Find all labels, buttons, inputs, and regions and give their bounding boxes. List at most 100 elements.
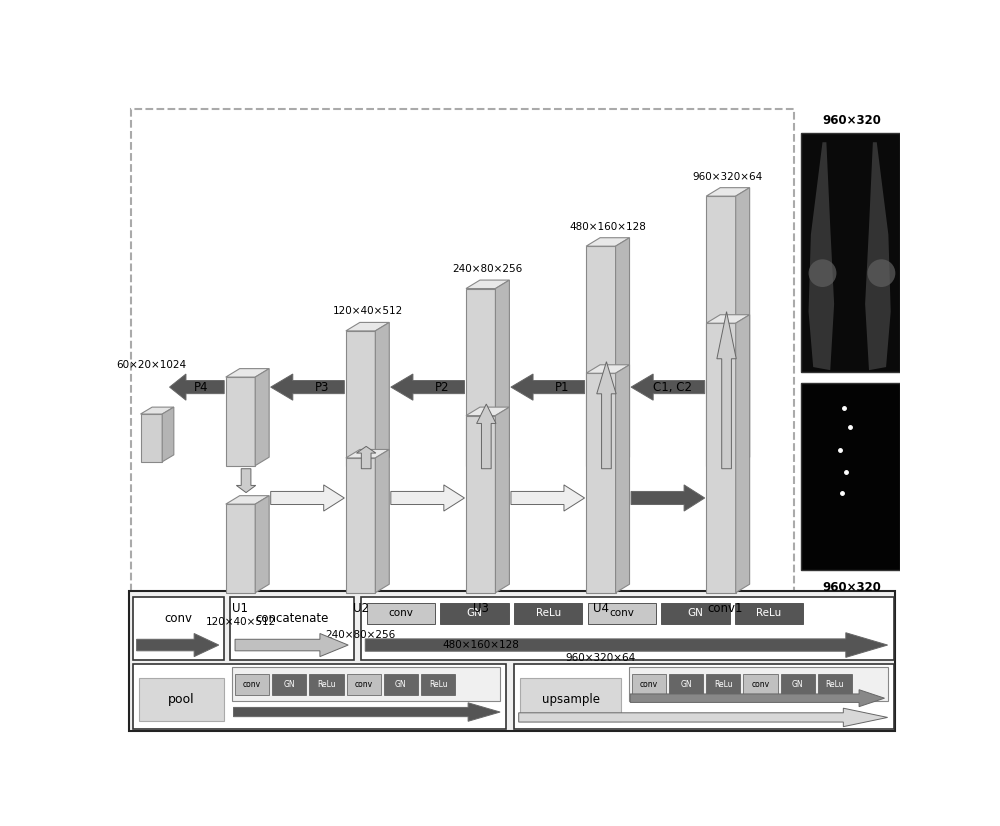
Polygon shape: [255, 368, 269, 466]
Polygon shape: [736, 315, 750, 593]
Text: conv: conv: [609, 609, 634, 619]
Polygon shape: [365, 633, 888, 657]
Polygon shape: [631, 374, 705, 400]
Text: 240×80×256: 240×80×256: [453, 264, 523, 274]
Text: pool: pool: [168, 693, 195, 706]
Text: conv: conv: [751, 680, 770, 689]
FancyBboxPatch shape: [514, 603, 582, 624]
Polygon shape: [865, 142, 891, 370]
Polygon shape: [356, 446, 376, 468]
Polygon shape: [375, 449, 389, 593]
FancyBboxPatch shape: [669, 673, 703, 695]
Circle shape: [867, 259, 895, 287]
Text: conv: conv: [388, 609, 413, 619]
FancyBboxPatch shape: [801, 133, 900, 372]
Text: upsample: upsample: [542, 693, 600, 706]
Text: ReLu: ReLu: [317, 680, 336, 689]
Text: conv: conv: [164, 611, 192, 624]
FancyBboxPatch shape: [139, 678, 224, 721]
Text: 960×320×64: 960×320×64: [693, 172, 763, 182]
Polygon shape: [466, 288, 495, 466]
FancyBboxPatch shape: [230, 596, 354, 660]
Polygon shape: [466, 407, 509, 415]
Text: 960×320×64: 960×320×64: [566, 653, 636, 662]
Text: 960×320: 960×320: [823, 581, 881, 594]
Text: 60×20×1024: 60×20×1024: [116, 360, 186, 370]
Polygon shape: [586, 246, 616, 466]
Text: 480×160×128: 480×160×128: [442, 640, 519, 650]
Text: C1, C2: C1, C2: [653, 381, 692, 394]
Text: GN: GN: [680, 680, 692, 689]
Polygon shape: [706, 188, 750, 196]
Text: conv: conv: [355, 680, 373, 689]
Polygon shape: [346, 331, 375, 466]
FancyBboxPatch shape: [272, 673, 306, 695]
FancyBboxPatch shape: [384, 673, 418, 695]
FancyBboxPatch shape: [588, 603, 656, 624]
FancyBboxPatch shape: [629, 667, 888, 701]
Polygon shape: [140, 407, 174, 414]
Polygon shape: [706, 315, 750, 323]
FancyBboxPatch shape: [131, 109, 794, 616]
Text: GN: GN: [395, 680, 407, 689]
Polygon shape: [162, 407, 174, 462]
Text: ReLu: ReLu: [714, 680, 733, 689]
Polygon shape: [391, 374, 464, 400]
Text: conv1: conv1: [707, 602, 743, 615]
Polygon shape: [631, 485, 705, 511]
Text: GN: GN: [687, 609, 703, 619]
Polygon shape: [255, 496, 269, 593]
Text: conv: conv: [243, 680, 261, 689]
Polygon shape: [630, 690, 884, 707]
FancyBboxPatch shape: [801, 383, 900, 570]
Polygon shape: [586, 365, 630, 373]
FancyBboxPatch shape: [129, 591, 895, 731]
Polygon shape: [616, 365, 630, 593]
Text: GN: GN: [467, 609, 482, 619]
FancyBboxPatch shape: [706, 673, 740, 695]
Polygon shape: [375, 322, 389, 466]
Text: P2: P2: [434, 381, 449, 394]
FancyBboxPatch shape: [361, 596, 894, 660]
Text: concatenate: concatenate: [256, 611, 329, 624]
Polygon shape: [616, 238, 630, 466]
FancyBboxPatch shape: [520, 678, 621, 721]
FancyBboxPatch shape: [743, 673, 778, 695]
FancyBboxPatch shape: [440, 603, 509, 624]
Polygon shape: [809, 142, 834, 370]
FancyBboxPatch shape: [661, 603, 730, 624]
FancyBboxPatch shape: [632, 673, 666, 695]
Polygon shape: [346, 449, 389, 458]
Circle shape: [809, 259, 836, 287]
Text: U4: U4: [593, 602, 609, 615]
FancyBboxPatch shape: [133, 596, 224, 660]
Text: P4: P4: [194, 381, 209, 394]
FancyBboxPatch shape: [735, 603, 803, 624]
Polygon shape: [717, 311, 736, 468]
Polygon shape: [466, 415, 495, 593]
Text: GN: GN: [792, 680, 804, 689]
FancyBboxPatch shape: [232, 667, 500, 701]
Polygon shape: [226, 496, 269, 504]
Polygon shape: [346, 458, 375, 593]
Polygon shape: [706, 323, 736, 593]
Text: P1: P1: [555, 381, 569, 394]
Polygon shape: [586, 238, 630, 246]
Polygon shape: [511, 485, 585, 511]
Text: 240×80×256: 240×80×256: [325, 629, 396, 639]
Text: ReLu: ReLu: [536, 609, 561, 619]
FancyBboxPatch shape: [781, 673, 815, 695]
Text: ReLu: ReLu: [429, 680, 447, 689]
Polygon shape: [466, 280, 509, 288]
Text: 120×40×512: 120×40×512: [332, 306, 403, 316]
FancyBboxPatch shape: [309, 673, 344, 695]
Text: U2: U2: [353, 602, 369, 615]
Polygon shape: [235, 634, 348, 657]
Polygon shape: [236, 468, 256, 492]
Polygon shape: [140, 414, 162, 462]
Polygon shape: [495, 280, 509, 466]
FancyBboxPatch shape: [367, 603, 435, 624]
Polygon shape: [495, 407, 509, 593]
Polygon shape: [271, 374, 344, 400]
Polygon shape: [477, 404, 496, 468]
